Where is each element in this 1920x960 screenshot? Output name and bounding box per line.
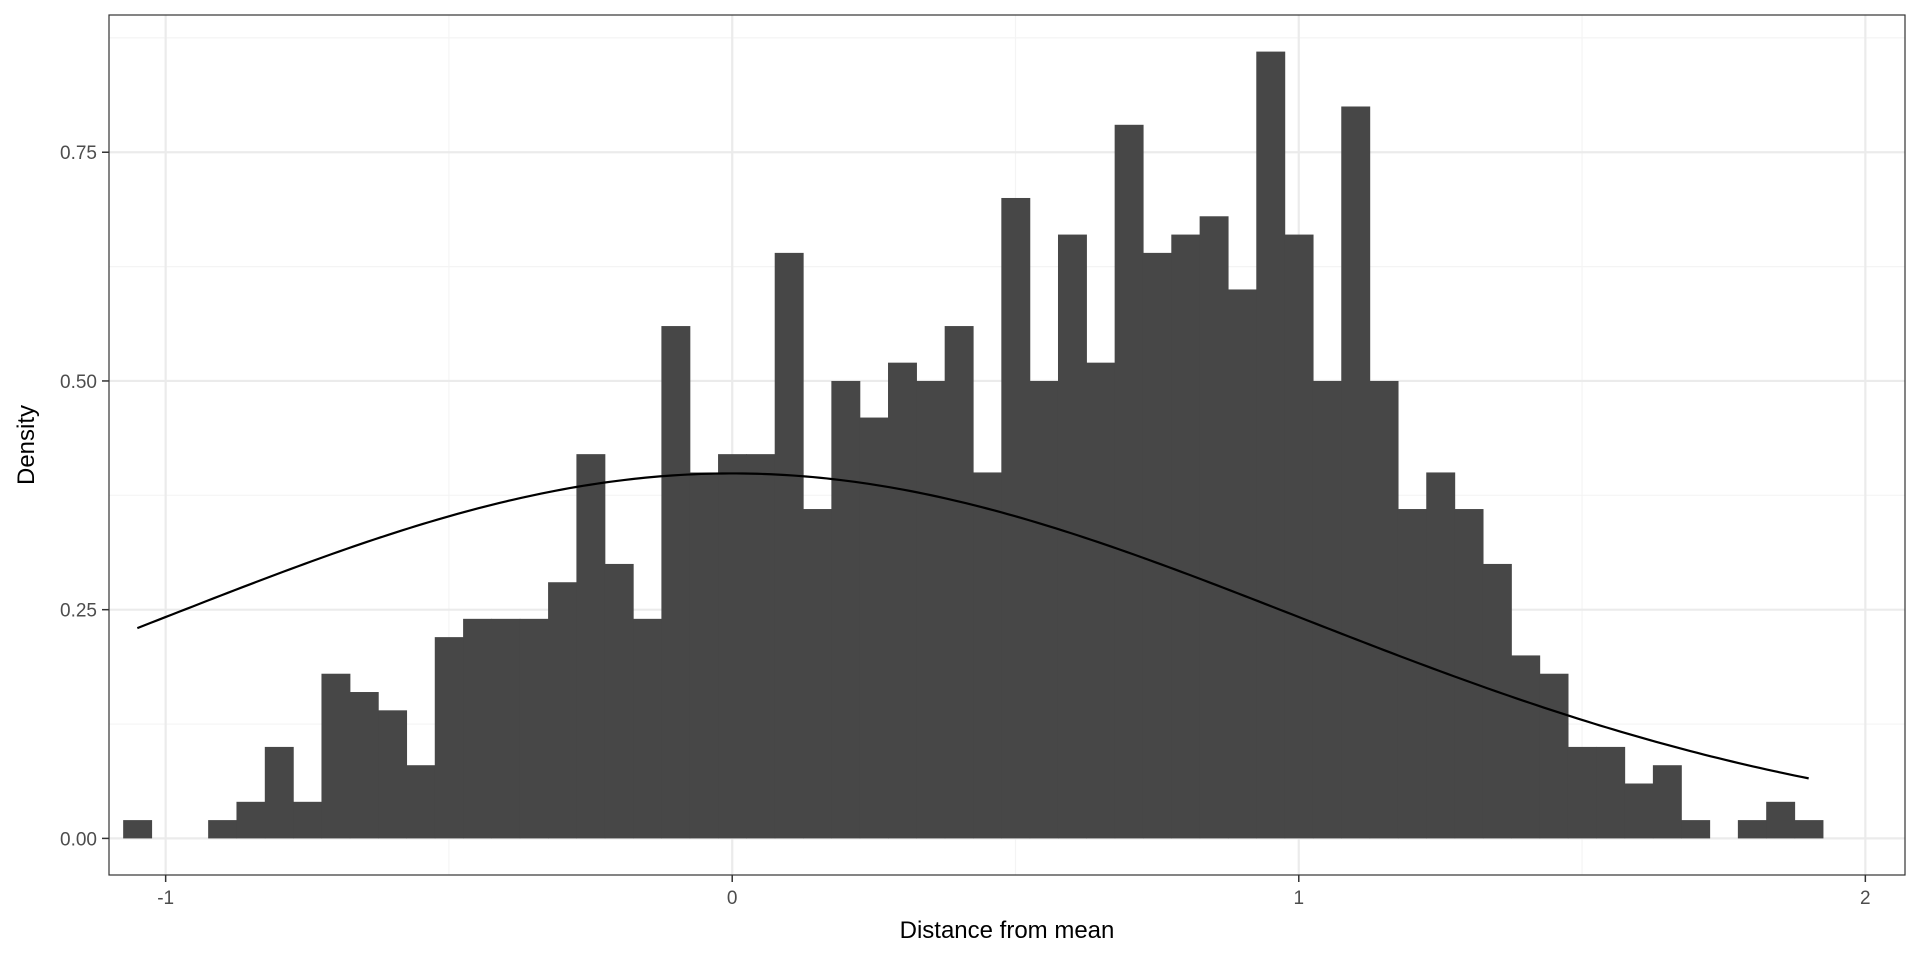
histogram-bar	[1171, 234, 1201, 839]
histogram-bar	[746, 454, 776, 839]
histogram-bar	[576, 454, 606, 839]
histogram-bar	[1652, 765, 1682, 839]
histogram-bar	[1737, 820, 1767, 839]
histogram-bar	[1312, 380, 1342, 839]
histogram-bar	[321, 673, 351, 839]
density-curve	[136, 472, 1809, 780]
histogram-bar	[1029, 380, 1059, 839]
histogram-bar	[1794, 820, 1824, 839]
histogram-bar	[661, 326, 691, 839]
histogram-bar	[378, 710, 408, 839]
histogram-bar	[1086, 362, 1116, 839]
y-axis-title: Density	[13, 405, 40, 485]
histogram-bar	[916, 380, 946, 839]
histogram-bar	[236, 801, 266, 839]
histogram-bars	[123, 51, 1824, 839]
axes: 0.00 0.25 0.50 0.75 -1 0 1 2	[60, 143, 1871, 909]
histogram-bar	[1567, 746, 1597, 839]
histogram-bar	[774, 252, 804, 839]
y-tick-label: 0.00	[60, 829, 97, 850]
histogram-bar	[406, 765, 436, 839]
histogram-bar	[1624, 783, 1654, 839]
histogram-bar	[1596, 746, 1626, 839]
histogram-bar	[463, 618, 493, 839]
histogram-bar	[208, 820, 238, 839]
histogram-bar	[349, 692, 379, 839]
histogram-bar	[803, 509, 832, 839]
histogram-bar	[859, 417, 889, 839]
histogram-bar	[1284, 234, 1314, 839]
histogram-bar	[434, 637, 464, 839]
histogram-bar	[831, 380, 861, 839]
histogram-bar	[1227, 289, 1257, 839]
histogram-bar	[1114, 124, 1144, 839]
histogram-bar	[888, 362, 917, 839]
histogram-bar	[1681, 820, 1711, 839]
x-axis-title: Distance from mean	[900, 917, 1115, 944]
histogram-bar	[264, 746, 294, 839]
histogram-bar	[1369, 380, 1399, 839]
histogram-bar	[633, 618, 662, 839]
histogram-bar	[1341, 106, 1371, 839]
histogram-bar	[1539, 673, 1569, 839]
histogram-bar	[1426, 472, 1456, 839]
x-tick-label: 0	[727, 888, 738, 909]
histogram-bar	[1142, 252, 1172, 839]
histogram-bar	[689, 472, 719, 839]
histogram-bar	[491, 618, 521, 839]
histogram-bar	[548, 582, 578, 839]
histogram-bar	[519, 618, 549, 839]
histogram-bar	[1482, 563, 1512, 839]
panel-border	[108, 14, 1906, 876]
x-tick-label: -1	[157, 888, 174, 909]
histogram-bar	[1397, 509, 1427, 839]
histogram-bar	[944, 326, 974, 839]
histogram-bar	[1454, 509, 1484, 839]
histogram-bar	[718, 454, 747, 839]
density-curve-group	[136, 472, 1809, 780]
histogram-bar	[1766, 801, 1796, 839]
histogram-bar	[293, 801, 323, 839]
histogram-bar	[973, 472, 1002, 839]
histogram-bar	[1199, 216, 1229, 839]
histogram-bar	[1256, 51, 1286, 839]
y-tick-label: 0.75	[60, 143, 97, 164]
y-tick-label: 0.50	[60, 372, 97, 393]
histogram-bar	[604, 563, 634, 839]
y-tick-label: 0.25	[60, 601, 97, 622]
x-tick-label: 1	[1293, 888, 1304, 909]
x-tick-label: 2	[1860, 888, 1871, 909]
histogram-bar	[123, 820, 153, 839]
histogram-bar	[1511, 655, 1541, 839]
